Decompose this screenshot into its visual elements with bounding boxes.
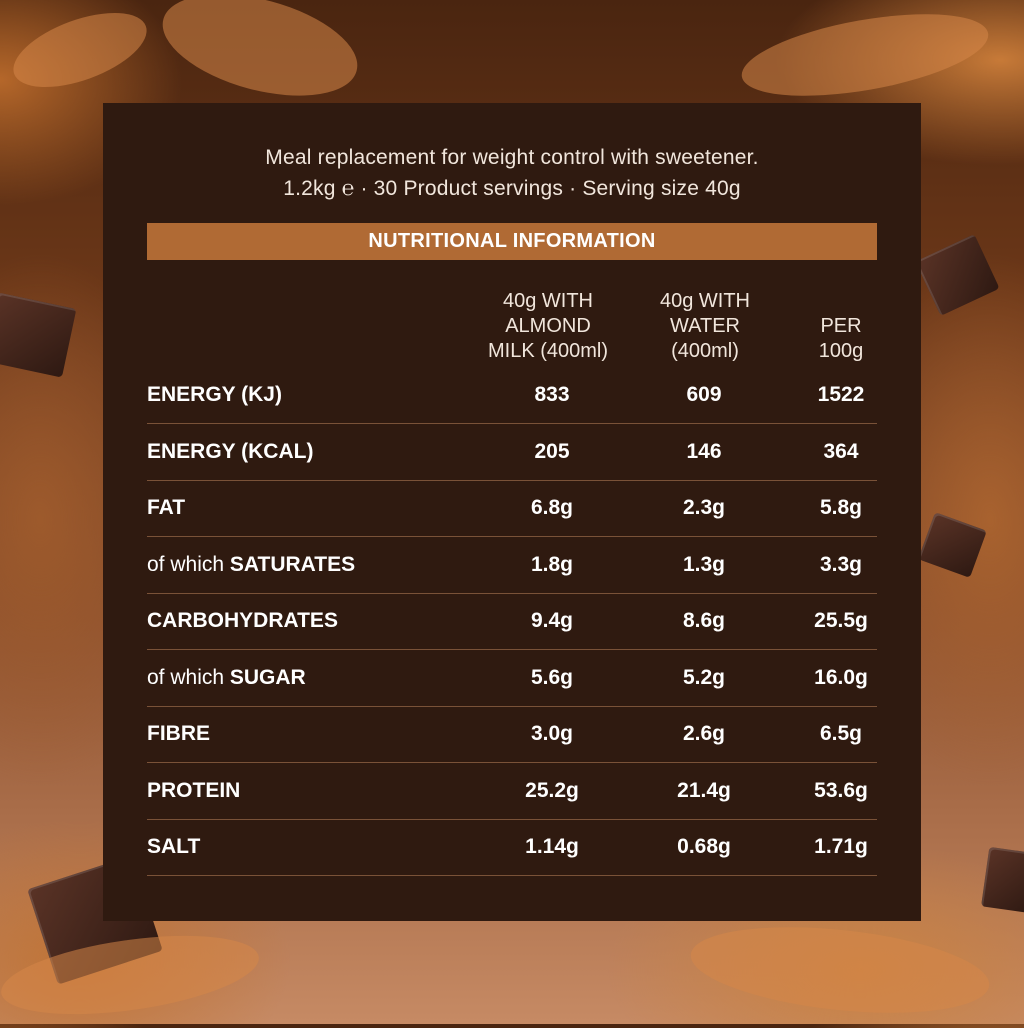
- column-header-line: 40g WITH: [502, 290, 594, 312]
- nutrient-value: 609: [686, 383, 722, 406]
- nutrient-value: 8.6g: [682, 609, 726, 632]
- nutrient-value: 21.4g: [677, 778, 731, 802]
- nutrient-label: FIBRE: [147, 706, 210, 762]
- nutrient-value: 25.2g: [525, 778, 579, 802]
- nutrient-name: ENERGY (KCAL): [147, 439, 314, 463]
- column-header-line: 40g WITH: [659, 290, 751, 312]
- nutrient-name: SATURATES: [229, 552, 356, 576]
- splash-droplet: [3, 0, 157, 103]
- nutrient-value: 3.0g: [530, 722, 574, 745]
- column-header-line: WATER: [670, 315, 740, 337]
- nutrition-panel: Meal replacement for weight control with…: [103, 103, 921, 921]
- splash-droplet: [151, 0, 369, 115]
- column-header-line: MILK (400ml): [487, 340, 609, 362]
- nutrient-value: 833: [534, 383, 570, 406]
- nutrient-value: 205: [534, 439, 570, 463]
- nutrient-value: 2.6g: [682, 722, 726, 745]
- splash-droplet: [686, 914, 994, 1026]
- chocolate-piece-decoration: [981, 846, 1024, 914]
- product-description: Meal replacement for weight control with…: [265, 146, 759, 169]
- nutrient-value: 146: [686, 439, 722, 463]
- nutrient-prefix: of which: [147, 552, 230, 576]
- nutrient-name: CARBOHYDRATES: [147, 609, 338, 632]
- nutrient-value: 6.8g: [530, 496, 574, 519]
- table-row: PROTEIN 25.2g 21.4g 53.6g: [147, 763, 877, 820]
- nutrient-value: 53.6g: [814, 778, 868, 802]
- nutrient-value: 6.5g: [819, 722, 863, 745]
- section-title: NUTRITIONAL INFORMATION: [147, 223, 877, 260]
- nutrient-value: 1.8g: [530, 552, 574, 576]
- column-header-line: (400ml): [671, 340, 739, 362]
- nutrient-name: ENERGY (KJ): [147, 383, 282, 406]
- table-row: FAT 6.8g 2.3g 5.8g: [147, 480, 877, 537]
- nutrient-name: PROTEIN: [147, 778, 241, 802]
- table-row: of which SUGAR 5.6g 5.2g 16.0g: [147, 650, 877, 707]
- nutrient-label: of which SATURATES: [147, 537, 355, 593]
- nutrient-name: FAT: [147, 496, 186, 519]
- table-row: FIBRE 3.0g 2.6g 6.5g: [147, 706, 877, 763]
- nutrient-value: 5.6g: [530, 665, 574, 689]
- nutrient-label: of which SUGAR: [147, 650, 306, 706]
- table-row: of which SATURATES 1.8g 1.3g 3.3g: [147, 537, 877, 594]
- nutrient-prefix: of which: [147, 665, 230, 689]
- nutrient-value: 1.3g: [682, 552, 726, 576]
- table-row: CARBOHYDRATES 9.4g 8.6g 25.5g: [147, 593, 877, 650]
- nutrient-value: 3.3g: [819, 552, 863, 576]
- nutrient-label: PROTEIN: [147, 763, 240, 819]
- nutrient-label: ENERGY (KCAL): [147, 424, 313, 480]
- nutrient-label: SALT: [147, 819, 200, 875]
- chocolate-piece-decoration: [918, 512, 987, 578]
- nutrient-value: 5.2g: [682, 665, 726, 689]
- chocolate-piece-decoration: [0, 292, 77, 378]
- nutrient-value: 1.71g: [814, 835, 868, 858]
- column-header-per-100g: PER 100g: [781, 314, 901, 364]
- nutrient-label: ENERGY (KJ): [147, 367, 282, 423]
- nutrient-name: SALT: [147, 835, 201, 858]
- chocolate-piece-decoration: [915, 234, 1000, 316]
- nutrient-label: CARBOHYDRATES: [147, 593, 338, 649]
- product-details: 1.2kg ℮ · 30 Product servings · Serving …: [283, 177, 741, 200]
- column-header-line: 100g: [818, 340, 864, 362]
- table-row: ENERGY (KJ) 833 609 1522: [147, 367, 877, 424]
- column-header-almond-milk: 40g WITH ALMOND MILK (400ml): [458, 289, 638, 364]
- column-header-line: PER: [820, 315, 862, 337]
- table-row: ENERGY (KCAL) 205 146 364: [147, 424, 877, 481]
- nutrient-label: FAT: [147, 480, 185, 536]
- nutrient-value: 16.0g: [814, 665, 868, 689]
- nutrient-name: SUGAR: [229, 665, 306, 689]
- nutrient-value: 25.5g: [814, 609, 868, 632]
- column-header-line: ALMOND: [505, 315, 591, 337]
- nutrient-value: 0.68g: [677, 835, 731, 858]
- table-row: SALT 1.14g 0.68g 1.71g: [147, 819, 877, 876]
- nutrient-value: 9.4g: [530, 609, 574, 632]
- nutrient-value: 364: [823, 439, 859, 463]
- nutrient-name: FIBRE: [147, 722, 210, 745]
- column-header-water: 40g WITH WATER (400ml): [625, 289, 785, 364]
- nutrient-value: 1522: [817, 383, 865, 406]
- nutrient-value: 2.3g: [682, 496, 726, 519]
- nutrient-value: 5.8g: [819, 496, 863, 519]
- splash-droplet: [735, 0, 995, 112]
- nutrient-value: 1.14g: [525, 835, 579, 858]
